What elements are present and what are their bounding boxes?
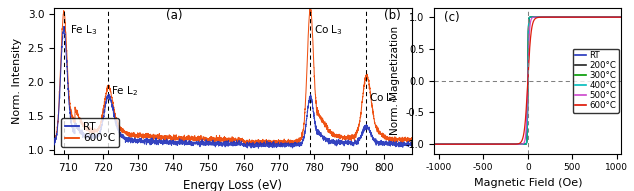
Y-axis label: Norm. Intensity: Norm. Intensity (12, 38, 22, 124)
Text: Fe L$_2$: Fe L$_2$ (111, 85, 138, 98)
X-axis label: Magnetic Field (Oe): Magnetic Field (Oe) (474, 178, 582, 188)
Text: (c): (c) (444, 11, 459, 24)
Text: Fe L$_3$: Fe L$_3$ (70, 23, 97, 37)
Text: Co L$_2$: Co L$_2$ (369, 91, 398, 105)
X-axis label: Energy Loss (eV): Energy Loss (eV) (183, 179, 283, 191)
Legend: RT, 200°C, 300°C, 400°C, 500°C, 600°C: RT, 200°C, 300°C, 400°C, 500°C, 600°C (573, 49, 619, 113)
Text: Co L$_3$: Co L$_3$ (314, 23, 342, 37)
Text: (b): (b) (384, 9, 401, 22)
Y-axis label: Norm. Magnetization: Norm. Magnetization (390, 26, 400, 135)
Text: (a): (a) (166, 9, 183, 22)
Legend: RT, 600°C: RT, 600°C (61, 118, 119, 147)
